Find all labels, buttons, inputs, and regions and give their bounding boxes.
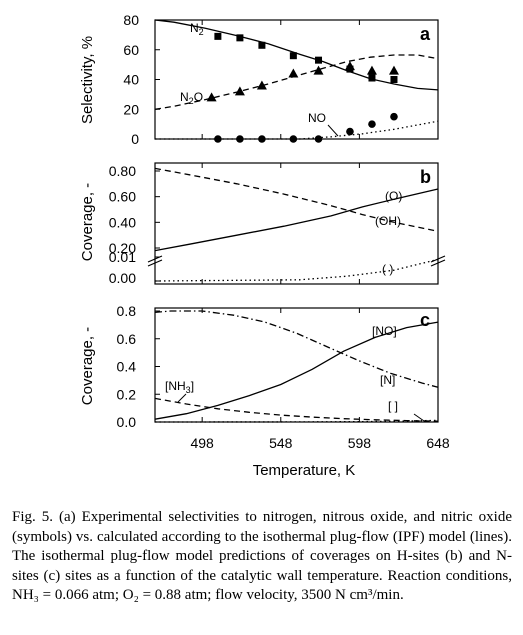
figure-caption: Fig. 5. (a) Experimental selectivities t… [12,509,512,603]
panel-a-triangle-0 [206,92,217,102]
panel-c-letter: c [420,310,430,330]
panel-a-ytick-label-0: 0 [131,131,139,147]
panel-a-square-3 [289,52,297,60]
panel-b-ytick-label-1: 0.60 [109,189,136,205]
x-axis-label: Temperature, K [253,462,356,479]
panel-a-label-no: NO [308,111,326,125]
panel-a-circle-3 [289,135,298,143]
panel-c-ytick-label-3: 0.6 [117,331,137,347]
panel-c-ytick-label-0: 0.0 [117,414,137,430]
panel-a-ytick-label-2: 40 [123,72,139,88]
panel-c-label-no: [NO] [372,324,397,338]
panel-c-label-nh3: [NH3] [165,379,194,395]
panel-b-label-vacant: ( ) [382,262,393,276]
panel-b-ytick-label-0: 0.80 [109,163,136,179]
panel-c-line-1 [154,310,439,388]
panel-a-ylabel: Selectivity, % [79,36,96,124]
panel-c-frame [154,307,439,423]
panel-c-label-vacant: [ ] [388,399,398,413]
panel-c-ytick-label-2: 0.4 [117,359,137,375]
panel-a-circle-1 [236,135,244,143]
panel-a-square-2 [258,41,266,49]
panel-c-line-3 [154,419,439,423]
x-tick-label-1: 548 [269,435,293,451]
panel-c-line-2 [154,397,439,422]
panel-a-circle-2 [258,135,266,143]
panel-a-ytick-label-1: 20 [123,101,139,117]
panel-a-triangle-6 [366,65,377,75]
panel-a-line-1 [154,54,439,110]
panel-a-line-0 [154,19,439,91]
panel-c-ytick-label-1: 0.2 [117,386,137,402]
panel-a-triangle-7 [388,65,399,75]
panel-a-square-1 [236,34,244,42]
panel-a-letter: a [420,24,431,44]
panel-a-line-2 [155,120,439,140]
panel-a-circle-5 [346,127,354,136]
x-tick-label-0: 498 [190,435,214,451]
panel-b-ytick-label-3: 0.20 [109,240,136,256]
x-tick-label-3: 648 [426,435,450,451]
panel-c-ylabel: Coverage, - [79,327,96,405]
panel-c-label-n: [N] [380,373,395,387]
panel-c-line-0 [154,321,439,420]
panel-b-line-1 [154,167,439,232]
panel-a-triangle-1 [234,86,245,96]
panel-b-label-o: (O) [385,189,402,203]
panel-b-ylabel: Coverage, - [79,183,96,261]
panel-a-square-0 [214,32,222,40]
panel-a-label-n2o: N2O [180,90,203,106]
panel-a-circle-6 [368,120,376,128]
panel-a-triangle-4 [313,65,324,75]
panel-a-ytick-label-3: 60 [123,42,139,58]
panel-c-vacant-pointer [413,413,425,422]
panel-a-square-4 [315,56,323,64]
panel-b-label-oh: (OH) [375,214,401,228]
panel-b-ytick-lower-label-0: 0.01 [109,249,136,265]
panel-a-circle-7 [390,112,398,121]
panel-b-frame [154,162,439,285]
panel-a-circle-0 [214,135,222,143]
panel-a-ytick-label-4: 80 [123,12,139,28]
panel-c-ytick-label-4: 0.8 [117,303,137,319]
panel-b-line-0 [154,188,439,252]
panel-a-square-7 [390,76,398,83]
panel-b-line-2 [154,258,439,282]
panel-c-nh3-pointer [177,393,187,403]
panel-a-triangle-5 [344,61,355,71]
panel-a-triangle-3 [288,68,299,78]
panel-b-letter: b [420,167,431,187]
figure-5: a b c Selectivity, % Coverage, - Coverag… [79,12,450,479]
panel-a-circle-4 [314,135,323,143]
panel-b-ytick-lower-label-1: 0.00 [109,270,136,286]
x-tick-label-2: 598 [348,435,372,451]
panel-a-no-pointer [327,124,339,137]
panel-a-square-6 [368,74,376,82]
panel-b-ytick-label-2: 0.40 [109,214,136,230]
panel-a-label-n2: N2 [190,21,204,37]
panel-a-triangle-2 [256,80,267,90]
